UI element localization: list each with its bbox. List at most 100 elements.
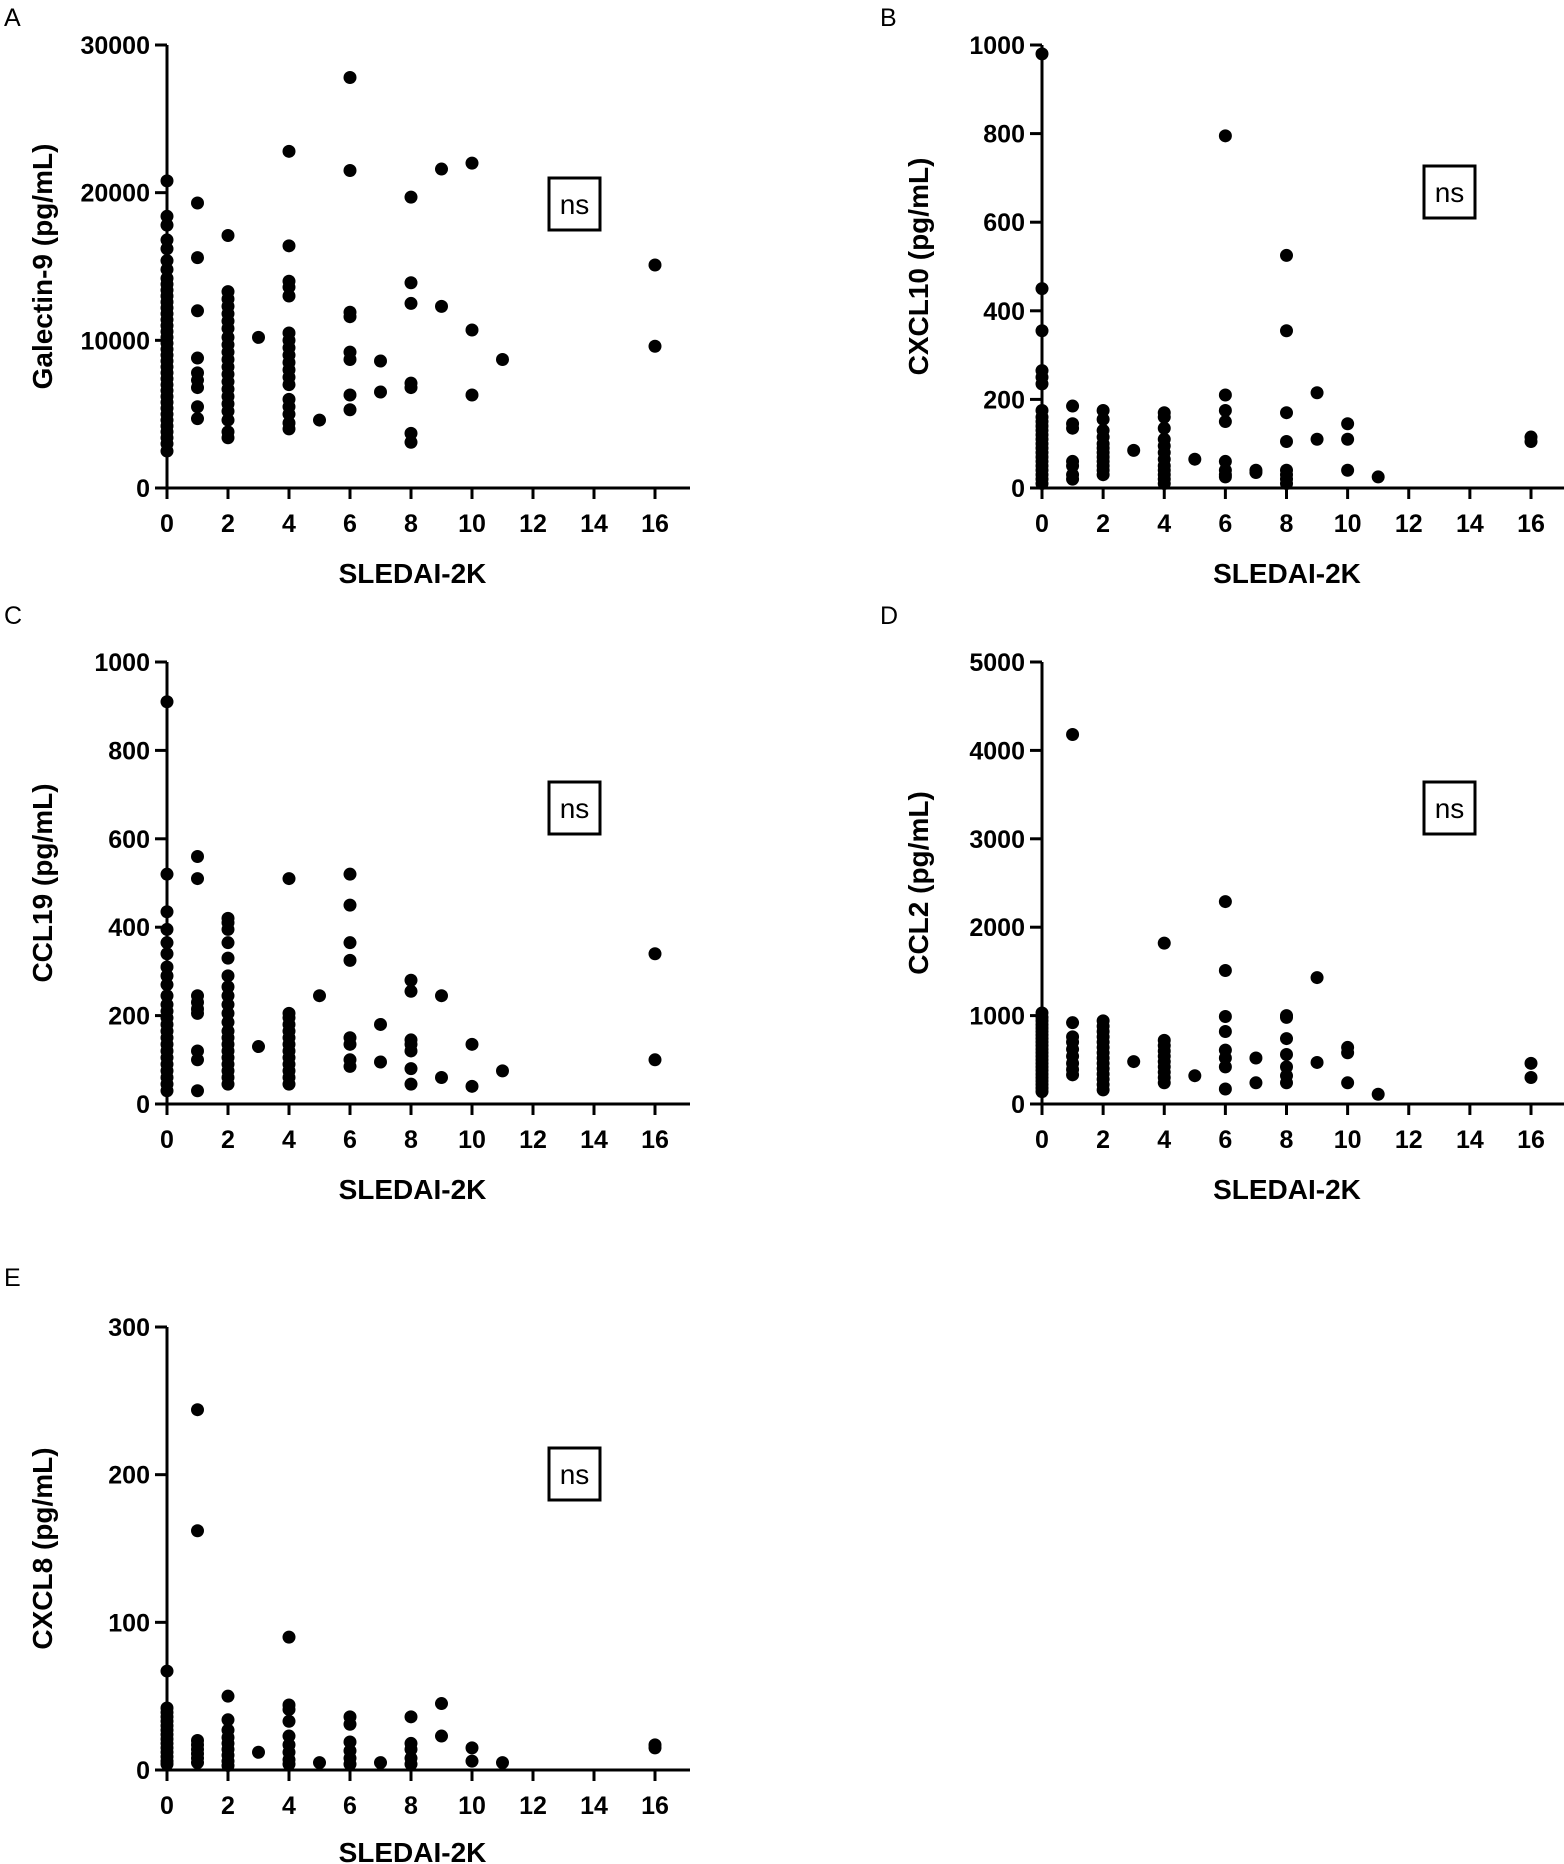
y-tick-label: 1000 bbox=[94, 649, 150, 677]
x-tick-label: 4 bbox=[282, 510, 296, 538]
y-tick-label: 800 bbox=[983, 121, 1025, 149]
x-tick-label: 16 bbox=[641, 1126, 669, 1154]
data-point bbox=[252, 1745, 265, 1759]
data-point bbox=[160, 1084, 174, 1098]
data-point bbox=[404, 190, 418, 204]
x-tick-label: 14 bbox=[1456, 1126, 1484, 1154]
data-point bbox=[1218, 895, 1232, 909]
data-point bbox=[435, 299, 448, 313]
data-point bbox=[404, 276, 418, 290]
data-point bbox=[1218, 964, 1232, 978]
data-point bbox=[404, 973, 418, 987]
data-point bbox=[1188, 452, 1202, 466]
data-point bbox=[191, 196, 204, 210]
data-point bbox=[191, 400, 204, 414]
x-tick-label: 8 bbox=[404, 1792, 418, 1820]
data-point bbox=[1249, 1076, 1263, 1090]
data-point bbox=[191, 351, 204, 365]
data-point bbox=[221, 969, 235, 983]
data-point bbox=[282, 1714, 296, 1728]
y-tick-label: 3000 bbox=[969, 826, 1025, 854]
y-tick-label: 0 bbox=[136, 1091, 150, 1119]
data-point bbox=[313, 1756, 326, 1770]
data-point bbox=[160, 936, 174, 950]
y-axis-label: CXCL8 (pg/mL) bbox=[27, 1447, 58, 1649]
y-tick-label: 400 bbox=[108, 914, 150, 942]
ns-annotation-text: ns bbox=[1435, 177, 1465, 208]
data-point bbox=[252, 1040, 265, 1054]
panel-letter: C bbox=[4, 602, 22, 630]
x-axis-label: SLEDAI-2K bbox=[339, 558, 487, 589]
data-point bbox=[343, 353, 357, 367]
y-tick-label: 30000 bbox=[80, 32, 150, 60]
y-tick-label: 300 bbox=[108, 1314, 150, 1342]
y-tick-label: 5000 bbox=[969, 649, 1025, 677]
x-tick-label: 10 bbox=[1334, 1126, 1362, 1154]
data-point bbox=[465, 1037, 479, 1051]
x-tick-label: 10 bbox=[458, 510, 486, 538]
data-point bbox=[191, 251, 204, 265]
data-point bbox=[1066, 472, 1080, 486]
data-point bbox=[404, 1077, 418, 1091]
data-point bbox=[191, 1756, 204, 1770]
x-tick-label: 2 bbox=[1096, 1126, 1110, 1154]
data-point bbox=[160, 922, 174, 936]
ns-annotation-box bbox=[547, 176, 602, 232]
data-point bbox=[282, 422, 296, 436]
data-point bbox=[465, 1754, 479, 1768]
data-point bbox=[1280, 1032, 1293, 1046]
y-tick-label: 200 bbox=[983, 386, 1025, 414]
data-point bbox=[221, 922, 235, 936]
x-axis-label: SLEDAI-2K bbox=[1213, 1174, 1361, 1205]
data-point bbox=[221, 228, 235, 242]
data-point bbox=[435, 1729, 448, 1743]
data-point bbox=[160, 947, 174, 961]
data-point bbox=[1524, 1056, 1538, 1070]
chart-panel-e: E 0 100 200 300 0 2 4 6 8 10 12 14 16 SLEDAI-2K CXCL8 (… bbox=[4, 1264, 690, 1864]
x-tick-label: 2 bbox=[221, 510, 235, 538]
ns-annotation-text: ns bbox=[560, 189, 590, 220]
x-tick-label: 8 bbox=[1280, 510, 1294, 538]
y-tick-label: 600 bbox=[983, 209, 1025, 237]
data-point bbox=[374, 1017, 387, 1031]
data-point bbox=[374, 354, 387, 368]
data-point bbox=[191, 412, 204, 426]
ns-annotation-box bbox=[1422, 164, 1477, 220]
data-point bbox=[465, 388, 479, 402]
data-point bbox=[313, 413, 326, 427]
x-axis-label: SLEDAI-2K bbox=[339, 1174, 487, 1205]
data-point bbox=[404, 381, 418, 395]
chart-panel-b: B 0 200 400 600 800 1000 0 2 4 6 8 10 12 14 16 SLEDAI-2K… bbox=[880, 4, 1564, 589]
data-point bbox=[496, 353, 509, 367]
data-point bbox=[282, 1702, 296, 1716]
x-tick-label: 16 bbox=[1517, 1126, 1545, 1154]
x-tick-label: 12 bbox=[1395, 1126, 1423, 1154]
y-tick-label: 100 bbox=[108, 1609, 150, 1637]
y-tick-label: 10000 bbox=[80, 327, 150, 355]
data-point bbox=[160, 1757, 174, 1771]
data-point bbox=[343, 898, 357, 912]
data-point bbox=[374, 385, 387, 399]
ns-annotation-text: ns bbox=[560, 1459, 590, 1490]
data-point bbox=[343, 1757, 357, 1771]
data-point bbox=[496, 1064, 509, 1078]
x-axis-label: SLEDAI-2K bbox=[1213, 558, 1361, 589]
x-tick-label: 0 bbox=[160, 1126, 174, 1154]
x-tick-label: 6 bbox=[343, 1126, 357, 1154]
data-point bbox=[1096, 468, 1110, 482]
data-point bbox=[191, 304, 204, 318]
data-point bbox=[1157, 1076, 1171, 1090]
chart-panel-c: C 0 200 400 600 800 1000 0 2 4 6 8 10 12 14 16 SLEDAI-2K… bbox=[4, 602, 690, 1205]
x-tick-label: 10 bbox=[458, 1126, 486, 1154]
data-point bbox=[160, 444, 174, 458]
data-point bbox=[1310, 971, 1324, 985]
data-point bbox=[1066, 399, 1080, 413]
data-point bbox=[1249, 1051, 1263, 1065]
data-point bbox=[1096, 1083, 1110, 1097]
data-point bbox=[374, 1055, 387, 1069]
data-point bbox=[221, 413, 235, 427]
data-point bbox=[160, 1664, 174, 1678]
data-point bbox=[1218, 470, 1232, 484]
data-point bbox=[1341, 432, 1355, 446]
data-point bbox=[191, 1403, 204, 1417]
